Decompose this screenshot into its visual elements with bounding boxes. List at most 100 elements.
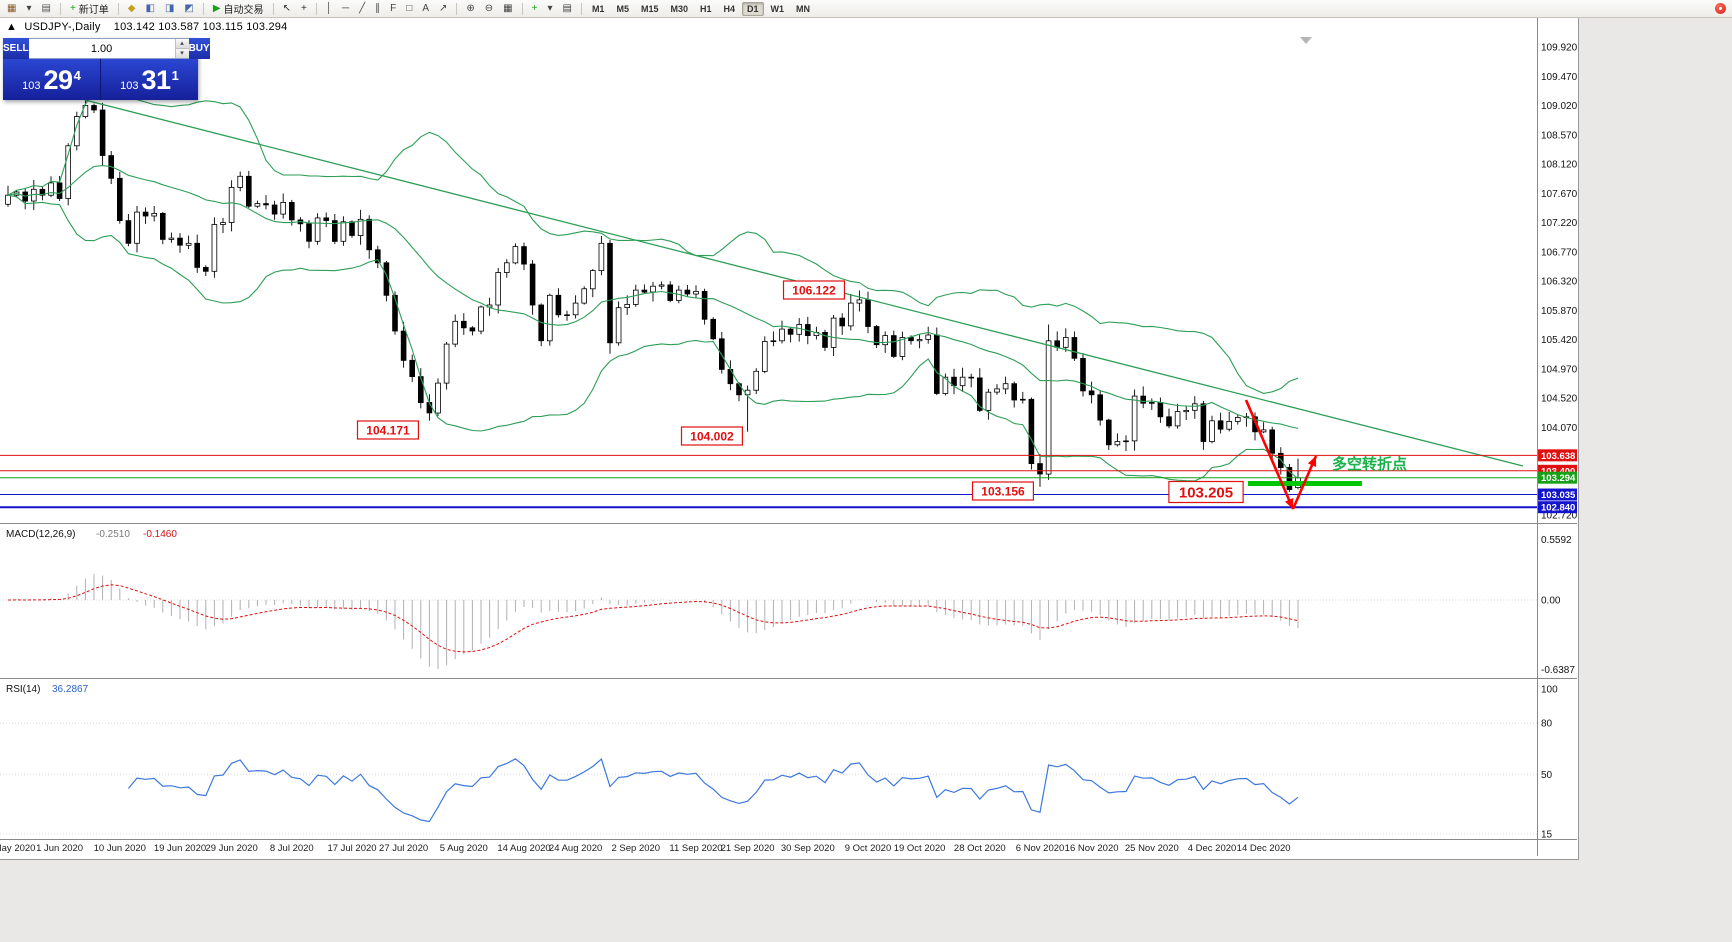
direction-arrow-annotation[interactable] (1244, 399, 1318, 510)
svg-text:104.171: 104.171 (366, 423, 410, 437)
price-tick: 104.970 (1541, 364, 1577, 375)
rsi-plot (0, 722, 1537, 835)
volume-decrease-button[interactable]: ▾ (175, 49, 189, 58)
rsi-tick: 80 (1541, 719, 1553, 730)
timeframe-w1[interactable]: W1 (770, 3, 785, 14)
price-tick: 102.720 (1541, 511, 1577, 522)
timeframe-m15[interactable]: M15 (640, 3, 659, 14)
market-watch-button[interactable]: ◧ (141, 0, 158, 17)
fibonacci-button[interactable]: F (386, 0, 400, 17)
toolbar-separator (202, 2, 204, 15)
data-window-button[interactable]: ◨ (161, 0, 178, 17)
rsi-label: RSI(14) (6, 684, 40, 695)
price-tick: 109.020 (1541, 101, 1577, 112)
equidistant-channel-button[interactable]: ∥ (371, 0, 384, 17)
timeframe-h1[interactable]: H1 (700, 3, 712, 14)
bollinger-upper-band[interactable] (7, 91, 1299, 394)
zoom-out-button[interactable]: ⊖ (481, 0, 497, 17)
new-order-button[interactable]: + 新订单 (66, 0, 113, 17)
fibonacci-icon: F (390, 2, 397, 14)
text-icon: A (422, 2, 429, 14)
tile-windows-button[interactable]: ▦ (499, 0, 516, 17)
date-label: 29 Jun 2020 (205, 843, 257, 854)
new-chart-dropdown[interactable]: ▾ (22, 0, 35, 17)
rsi-tick: 15 (1541, 830, 1553, 841)
macd-value-main: -0.2510 (96, 529, 130, 540)
templates-button[interactable]: ▤ (558, 0, 575, 17)
price-tick: 106.770 (1541, 247, 1577, 258)
date-label: 14 Aug 2020 (497, 843, 550, 854)
price-callout[interactable]: 103.156 (971, 481, 1035, 501)
horizontal-line-button[interactable]: ─ (338, 0, 353, 17)
date-label: 25 Nov 2020 (1125, 843, 1179, 854)
timeframe-m30[interactable]: M30 (670, 3, 688, 14)
bollinger-middle-band[interactable] (7, 165, 1299, 429)
timeframe-d1[interactable]: D1 (742, 1, 764, 16)
timeframe-mn[interactable]: MN (796, 3, 811, 14)
crosshair-icon: + (300, 2, 307, 14)
periods-dropdown[interactable]: ▾ (543, 0, 556, 17)
indicators-button[interactable]: + (528, 0, 542, 17)
price-callout[interactable]: 104.002 (680, 426, 744, 446)
toolbar-separator (315, 2, 317, 15)
notification-icon[interactable] (1715, 3, 1726, 14)
toolbar-separator (59, 2, 61, 15)
symbol-up-arrow-icon: ▲ (6, 21, 18, 33)
new-chart-button[interactable]: ▦ (3, 0, 20, 17)
buy-price-main: 31 (141, 65, 172, 95)
vertical-line-button[interactable]: │ (322, 0, 336, 17)
timeframe-h4[interactable]: H4 (723, 3, 736, 14)
trendline-button[interactable]: ╱ (355, 0, 369, 17)
date-label: 24 Aug 2020 (549, 843, 602, 854)
date-label: 17 Jul 2020 (327, 843, 376, 854)
toolbar-separator (521, 2, 523, 15)
volume-increase-button[interactable]: ▴ (175, 39, 189, 49)
chart-shift-marker-icon[interactable] (1300, 37, 1312, 44)
crosshair-button[interactable]: + (297, 0, 311, 17)
timeframe-m5[interactable]: M5 (616, 3, 629, 14)
date-label: 5 Aug 2020 (440, 843, 488, 854)
navigator-icon: ◩ (184, 2, 194, 14)
svg-text:106.122: 106.122 (792, 283, 836, 297)
arrows-button[interactable]: ↗ (435, 0, 451, 17)
auto-trading-button[interactable]: ▶ 自动交易 (209, 0, 268, 17)
text-button[interactable]: A (418, 0, 433, 17)
date-label: 2 Sep 2020 (611, 843, 660, 854)
date-label: 19 Oct 2020 (894, 843, 946, 854)
expert-advisors-button[interactable]: ◆ (124, 0, 140, 17)
chart-window-usdjpy-daily: 109.920 109.470 109.020 108.570 108.120 107.6… (0, 18, 1579, 860)
bollinger-lower-band[interactable] (7, 194, 1299, 482)
buy-tab[interactable]: BUY (188, 38, 210, 59)
sell-tab[interactable]: SELL (3, 38, 29, 59)
macd-tick: 0.5592 (1541, 535, 1572, 546)
buy-button[interactable]: 103 31 1 (101, 59, 198, 100)
svg-text:104.002: 104.002 (690, 429, 734, 443)
date-label: 9 Oct 2020 (845, 843, 891, 854)
price-tick: 107.670 (1541, 189, 1577, 200)
date-label: 4 Dec 2020 (1188, 843, 1237, 854)
navigator-button[interactable]: ◩ (180, 0, 197, 17)
zoom-in-button[interactable]: ⊕ (462, 0, 478, 17)
volume-input[interactable] (28, 39, 175, 58)
turning-point-note[interactable]: 多空转折点 (1332, 455, 1407, 473)
macd-tick: -0.6387 (1541, 665, 1575, 676)
macd-label: MACD(12,26,9) (6, 529, 75, 540)
price-tag-text: 103.294 (1541, 473, 1576, 484)
shapes-button[interactable]: □ (402, 0, 416, 17)
date-label: 30 Sep 2020 (781, 843, 835, 854)
price-tick: 109.470 (1541, 72, 1577, 83)
timeframe-m1[interactable]: M1 (591, 3, 605, 14)
macd-value-signal: -0.1460 (143, 529, 177, 540)
profiles-button[interactable]: ▤ (37, 0, 54, 17)
price-callout[interactable]: 104.171 (356, 420, 420, 440)
sell-price-prefix: 103 (22, 80, 41, 92)
sell-button[interactable]: 103 29 4 (3, 59, 100, 100)
date-label: 10 Jun 2020 (94, 843, 146, 854)
price-tick: 104.070 (1541, 423, 1577, 434)
tile-windows-icon: ▦ (503, 2, 513, 14)
cursor-button[interactable]: ↖ (279, 0, 295, 17)
price-callout[interactable]: 106.122 (782, 280, 846, 300)
price-callout[interactable]: 103.205 (1168, 480, 1244, 504)
expert-advisors-icon: ◆ (127, 2, 136, 14)
cursor-icon: ↖ (282, 2, 291, 14)
